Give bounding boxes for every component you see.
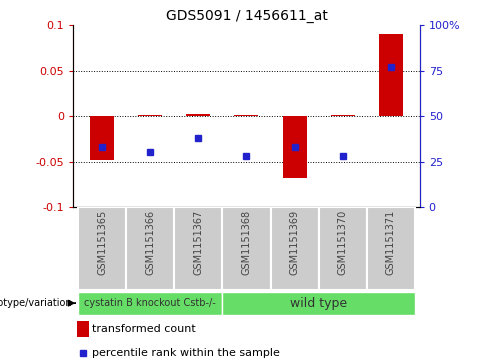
Bar [138,115,162,116]
Text: GSM1151370: GSM1151370 [338,209,347,275]
Text: cystatin B knockout Cstb-/-: cystatin B knockout Cstb-/- [84,298,216,308]
Text: GSM1151368: GSM1151368 [242,209,251,274]
Text: GSM1151371: GSM1151371 [386,209,396,275]
Text: percentile rank within the sample: percentile rank within the sample [92,348,280,358]
Text: GSM1151366: GSM1151366 [145,209,155,274]
Text: transformed count: transformed count [92,324,196,334]
Bar [78,207,126,290]
Text: genotype/variation: genotype/variation [0,298,72,308]
Bar [90,116,114,160]
Bar [234,115,259,116]
Bar [379,34,403,116]
Title: GDS5091 / 1456611_at: GDS5091 / 1456611_at [165,9,327,23]
Bar [283,116,306,178]
Bar [270,207,319,290]
Bar [77,321,89,337]
Bar [78,292,223,314]
Text: GSM1151367: GSM1151367 [193,209,203,275]
Bar [367,207,415,290]
Bar [186,114,210,116]
Text: GSM1151369: GSM1151369 [289,209,300,274]
Bar [331,115,355,116]
Bar [174,207,223,290]
Bar [223,207,270,290]
Bar [223,292,415,314]
Bar [319,207,367,290]
Bar [126,207,174,290]
Text: GSM1151365: GSM1151365 [97,209,107,275]
Text: wild type: wild type [290,297,347,310]
